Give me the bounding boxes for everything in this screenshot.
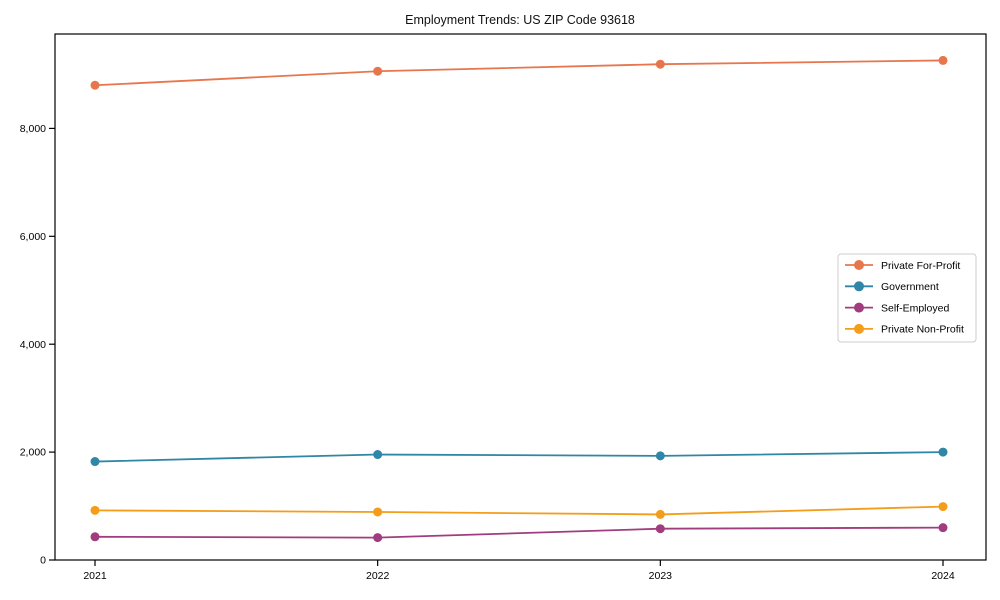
series-line-private-non-profit [94, 505, 944, 516]
x-tick-label: 2022 [366, 570, 390, 582]
data-point-private-non-profit [938, 502, 948, 512]
legend-box [837, 253, 977, 343]
y-tick-label: 4,000 [20, 339, 46, 351]
data-point-self-employed [373, 533, 383, 543]
data-point-self-employed [90, 532, 100, 542]
data-point-self-employed [938, 523, 948, 533]
series-line-self-employed [94, 526, 944, 539]
data-point-private-non-profit [90, 505, 100, 515]
data-point-private-non-profit [655, 509, 665, 519]
series-line-government [94, 451, 944, 463]
y-tick-label: 0 [40, 555, 46, 567]
legend-marker-private-non-profit [854, 323, 864, 334]
data-point-private-for-profit [373, 66, 383, 76]
legend-label-private-non-profit: Private Non-Profit [881, 324, 964, 336]
data-point-government [655, 451, 665, 461]
data-point-private-non-profit [373, 507, 383, 517]
data-point-private-for-profit [90, 80, 100, 90]
chart-title: Employment Trends: US ZIP Code 93618 [405, 13, 635, 27]
x-tick-label: 2021 [83, 570, 107, 582]
series-line-private-for-profit [94, 59, 944, 87]
legend-label-government: Government [881, 281, 939, 293]
legend-label-private-for-profit: Private For-Profit [881, 260, 960, 272]
x-tick-label: 2024 [931, 570, 955, 582]
legend-marker-self-employed [854, 302, 864, 313]
y-tick-label: 6,000 [20, 231, 46, 243]
legend-label-self-employed: Self-Employed [881, 302, 949, 314]
legend-marker-private-for-profit [854, 260, 864, 270]
plot-border [54, 33, 987, 561]
plot-area: 0 2,000 4,000 6,000 8,000 2021 2022 2023 2024 Pri… [20, 33, 987, 582]
data-point-private-for-profit [655, 59, 665, 69]
y-tick-label: 8,000 [20, 123, 46, 135]
legend-marker-government [854, 281, 864, 292]
data-point-self-employed [655, 524, 665, 534]
y-tick-label: 2,000 [20, 447, 46, 459]
data-point-government [90, 457, 100, 467]
data-point-private-for-profit [938, 55, 948, 65]
x-tick-label: 2023 [649, 570, 673, 582]
data-point-government [373, 450, 383, 460]
data-point-government [938, 447, 948, 457]
